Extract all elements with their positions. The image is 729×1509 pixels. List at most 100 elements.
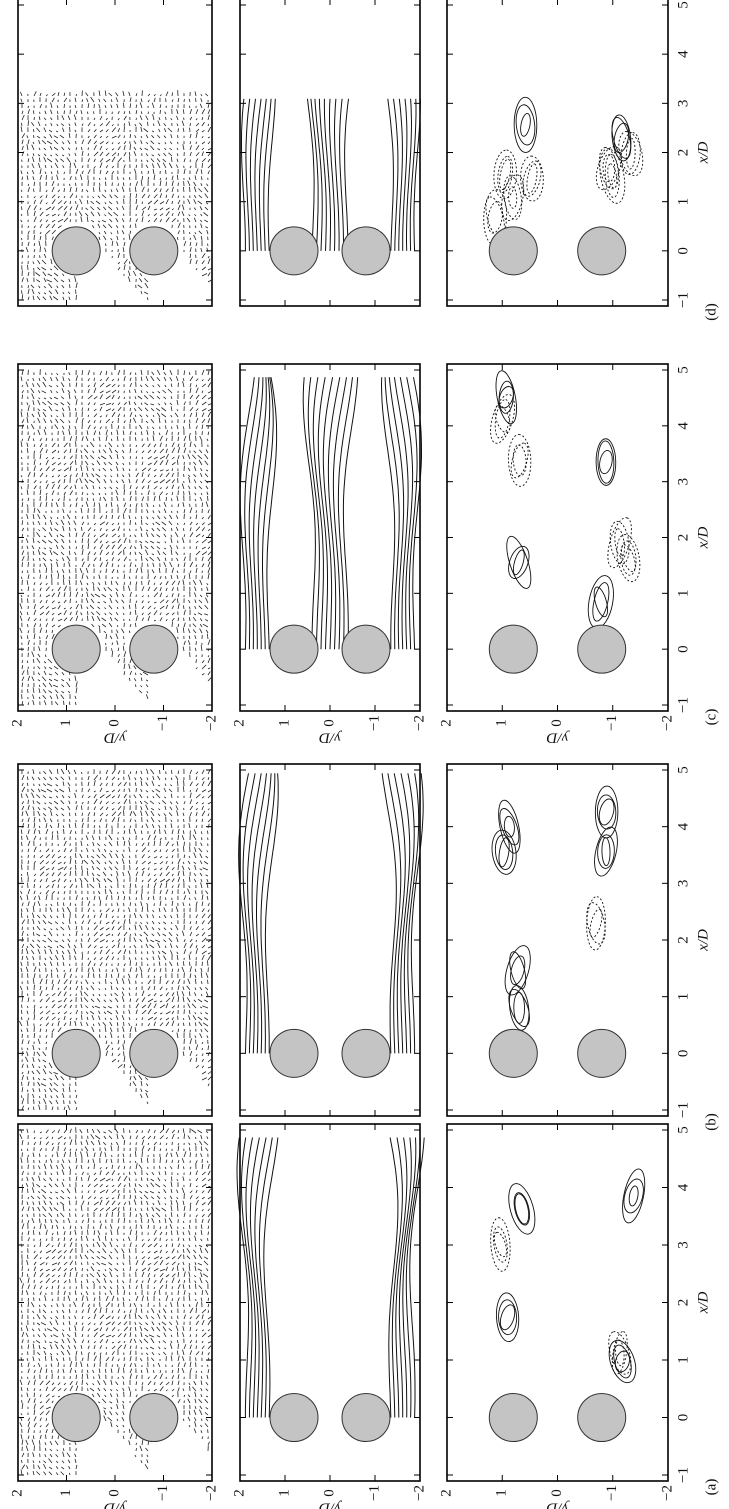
x-tick-label: 5 <box>675 366 691 374</box>
cylinder <box>342 625 390 673</box>
streamline <box>259 99 266 251</box>
cylinder <box>489 625 537 673</box>
cylinder <box>130 227 178 275</box>
vorticity-contour <box>492 1231 509 1258</box>
streamline <box>261 773 275 1053</box>
y-tick-label: −1 <box>604 1485 620 1501</box>
streamline <box>315 99 322 251</box>
vorticity-contour <box>489 829 518 876</box>
streamline <box>338 377 352 649</box>
x-tick-label: 5 <box>675 1 691 9</box>
vorticity-contour <box>591 143 626 193</box>
vorticity-contour <box>513 1193 532 1226</box>
vorticity-contour <box>613 1349 632 1373</box>
vorticity-contour <box>596 147 629 206</box>
x-tick-label: −1 <box>675 1467 691 1483</box>
y-tick-label: 0 <box>106 719 122 727</box>
y-tick-label: 1 <box>276 719 292 727</box>
y-tick-label: 0 <box>549 719 565 727</box>
vorticity-contour <box>508 955 527 987</box>
vorticity-contour <box>497 158 512 190</box>
x-tick-label: 3 <box>675 880 691 888</box>
vorticity-contour <box>590 825 621 878</box>
figure: 210−1−2y/D210−1−2y/D210−1−2y/D−1012345x/… <box>0 0 729 1509</box>
cylinder <box>270 625 318 673</box>
cylinder <box>578 1394 626 1442</box>
cylinder <box>270 227 318 275</box>
vorticity-contour <box>620 1177 646 1215</box>
cylinder <box>52 1029 100 1077</box>
vorticity-contour <box>619 1167 649 1225</box>
streamline <box>242 99 246 251</box>
cylinder <box>342 227 390 275</box>
streamline <box>264 99 271 251</box>
cylinder <box>270 1394 318 1442</box>
y-tick-label: −2 <box>203 715 219 731</box>
y-tick-label: 0 <box>106 1489 122 1497</box>
x-tick-label: −1 <box>675 697 691 713</box>
cylinder <box>342 1394 390 1442</box>
y-tick-label: 1 <box>58 719 74 727</box>
y-tick-label: 1 <box>494 719 510 727</box>
vorticity-contour <box>486 392 520 446</box>
y-axis-label: y/D <box>104 730 128 746</box>
cylinder <box>578 227 626 275</box>
panel-label: (b) <box>703 1113 719 1131</box>
velocity-vectors <box>20 1127 213 1475</box>
y-tick-label: 0 <box>321 719 337 727</box>
streamline <box>403 1138 416 1418</box>
streamline <box>340 99 344 251</box>
cylinder <box>52 1394 100 1442</box>
y-tick-label: −2 <box>659 715 675 731</box>
streamline <box>388 99 394 251</box>
y-axis-label: y/D <box>547 1500 571 1509</box>
y-tick-label: −2 <box>411 715 427 731</box>
vorticity-contour <box>608 520 632 565</box>
streamline <box>248 773 262 1053</box>
vorticity-contour <box>519 113 532 137</box>
vorticity-contour <box>508 434 532 487</box>
panel-frame <box>447 1124 668 1481</box>
page: {"x_axis": {"label": "x/D", "ticks": ["−… <box>0 0 729 1509</box>
streamline <box>399 99 403 251</box>
cylinder <box>52 625 100 673</box>
y-tick-label: 2 <box>438 1489 454 1497</box>
vorticity-contour <box>612 122 631 154</box>
vorticity-contour <box>493 149 518 199</box>
streamline <box>407 377 417 649</box>
cylinder <box>489 1029 537 1077</box>
streamline <box>345 99 349 251</box>
streamline <box>394 99 398 251</box>
y-tick-label: 2 <box>9 719 25 727</box>
y-axis-label: y/D <box>319 730 343 746</box>
y-tick-label: 2 <box>231 719 247 727</box>
x-tick-label: 2 <box>675 1299 691 1307</box>
y-tick-label: 0 <box>549 1489 565 1497</box>
cylinder <box>52 227 100 275</box>
panel-frame <box>240 764 420 1116</box>
x-tick-label: 1 <box>675 1356 691 1364</box>
vorticity-contour <box>603 154 616 182</box>
vorticity-contour <box>596 439 616 486</box>
vorticity-contour <box>628 1185 640 1206</box>
y-tick-label: 2 <box>231 1489 247 1497</box>
panel-frame <box>18 764 212 1116</box>
velocity-vectors <box>20 369 213 705</box>
x-tick-label: 3 <box>675 1241 691 1249</box>
vorticity-contour <box>486 200 505 234</box>
vorticity-contour <box>606 163 618 189</box>
vorticity-contour <box>498 381 514 414</box>
vorticity-contour <box>598 449 614 474</box>
y-tick-label: 0 <box>321 1489 337 1497</box>
y-axis-label: y/D <box>319 1500 343 1509</box>
streamline <box>319 99 326 251</box>
vorticity-contour <box>514 992 525 1023</box>
x-tick-label: 0 <box>675 1050 691 1058</box>
panel-frame <box>240 364 420 711</box>
x-tick-label: 0 <box>675 247 691 255</box>
vorticity-contour <box>504 1181 540 1237</box>
x-tick-label: 1 <box>675 993 691 1001</box>
x-tick-label: 3 <box>675 478 691 486</box>
cylinder <box>489 227 537 275</box>
